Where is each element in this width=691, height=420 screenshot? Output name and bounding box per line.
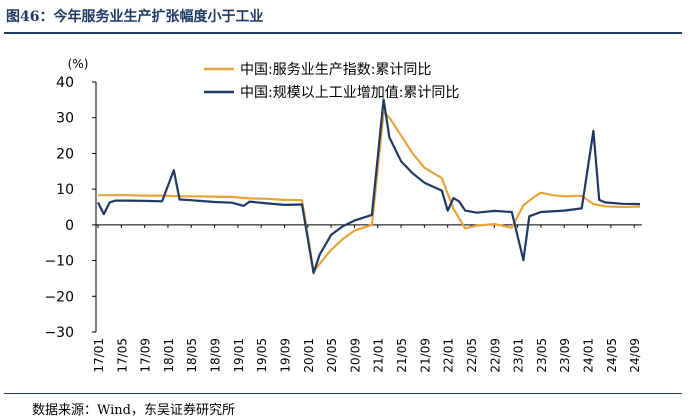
title-rule [4,32,682,34]
x-tick-label: 19/01 [232,338,246,373]
x-tick-label: 18/05 [185,338,199,373]
x-tick-label: 22/09 [488,338,502,373]
x-tick-label: 17/05 [115,338,129,373]
x-tick-label: 19/09 [278,338,292,373]
x-tick-label: 20/05 [325,338,339,373]
x-tick-label: 24/01 [582,338,596,373]
x-tick-label: 19/05 [255,338,269,373]
x-tick-label: 20/01 [302,338,316,373]
x-tick-label: 23/05 [535,338,549,373]
legend-label-services: 中国:服务业生产指数:累计同比 [240,62,431,78]
y-tick-label: 10 [56,182,74,198]
x-tick-label: 24/05 [605,338,619,373]
x-tick-label: 21/01 [372,338,386,373]
x-tick-label: 22/01 [442,338,456,373]
y-tick-label: −20 [44,289,74,305]
y-tick-label: −30 [44,325,74,341]
y-tick-label: 40 [56,75,74,91]
x-tick-label: 21/09 [418,338,432,373]
source-rule [4,393,682,394]
y-tick-label: 30 [56,111,74,127]
x-tick-label: 18/09 [209,338,223,373]
source-note: 数据来源：Wind，东吴证券研究所 [32,403,235,418]
x-tick-label: 23/09 [558,338,572,373]
x-tick-label: 17/09 [139,338,153,373]
y-tick-label: 0 [65,218,74,234]
x-tick-label: 20/09 [348,338,362,373]
legend-label-industry: 中国:规模以上工业增加值:累计同比 [240,85,459,101]
y-axis-unit: (%) [68,57,89,71]
x-tick-label: 23/01 [512,338,526,373]
x-tick-label: 22/05 [465,338,479,373]
industry-series-line [97,98,641,275]
y-tick-label: 20 [56,146,74,162]
x-tick-label: 18/01 [162,338,176,373]
y-tick-label: −10 [44,254,74,270]
x-tick-label: 24/09 [628,338,642,373]
figure-title: 图46：今年服务业生产扩张幅度小于工业 [6,9,264,25]
plot-area: 40 30 20 10 0 −10 −20 −30 (%) 17/01 17/05 17/09 18/0… [44,57,642,373]
services-series-line [98,111,641,273]
x-tick-label: 21/05 [395,338,409,373]
x-tick-label: 17/01 [92,338,106,373]
